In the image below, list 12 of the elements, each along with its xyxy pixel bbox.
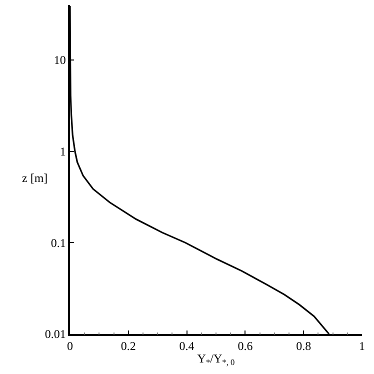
y-axis-title: z [m] xyxy=(22,171,48,185)
y-tick-label: 1 xyxy=(60,144,66,159)
x-tick-label: 0.8 xyxy=(296,339,312,354)
y-tick-label: 0.1 xyxy=(50,236,66,250)
y-tick-label: 10 xyxy=(54,53,66,68)
x-axis-title: Y$_{*}$/Y$_{*, 0}$ xyxy=(197,352,235,368)
x-tick-label: 0.6 xyxy=(238,339,253,354)
y-tick-label: 0.01 xyxy=(44,327,66,342)
x-tick-label: 1 xyxy=(359,339,365,354)
x-tick-label: 0.2 xyxy=(120,339,136,354)
x-tick-label: 0 xyxy=(67,339,73,354)
x-tick-label: 0.4 xyxy=(179,339,194,354)
